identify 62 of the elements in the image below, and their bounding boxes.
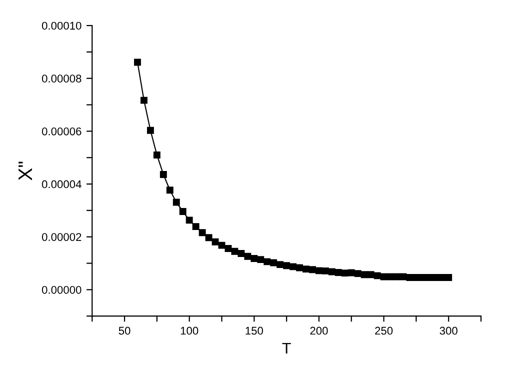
point [322, 267, 329, 274]
point [341, 270, 348, 277]
point [276, 261, 284, 268]
x-tick-label: 150 [246, 326, 263, 335]
y-tick-label: 0.00010 [42, 22, 82, 30]
point [198, 229, 206, 236]
point [438, 274, 446, 281]
y-axis-title: X" [18, 162, 32, 180]
point [354, 270, 362, 278]
point [264, 258, 271, 266]
y-tick-label: 0.00002 [42, 233, 82, 241]
point [445, 274, 452, 281]
point [192, 223, 200, 230]
point [153, 152, 160, 158]
point [393, 273, 400, 280]
point [386, 273, 394, 280]
point [419, 274, 426, 281]
point [316, 267, 322, 274]
point [140, 96, 148, 104]
x-tick-label: 300 [440, 326, 458, 335]
point [205, 234, 212, 242]
point [432, 274, 440, 281]
point [238, 250, 245, 257]
y-tick-label: 0.00008 [42, 74, 82, 83]
point [360, 271, 368, 278]
point [134, 58, 141, 66]
point [186, 216, 193, 224]
point [218, 242, 226, 249]
point [270, 259, 278, 266]
point [412, 274, 420, 281]
point [302, 266, 310, 273]
point [380, 273, 388, 280]
point [250, 255, 258, 262]
point [257, 256, 264, 264]
point [172, 198, 180, 206]
x-tick-label: 50 [118, 326, 130, 335]
point [224, 245, 232, 252]
point [160, 171, 167, 178]
x-tick-label: 200 [310, 326, 328, 335]
point [367, 271, 374, 278]
x-axis-title: T [282, 342, 291, 354]
point [231, 248, 238, 255]
point [212, 238, 219, 246]
point [290, 263, 297, 270]
point [406, 274, 414, 281]
x-tick-label: 100 [180, 326, 198, 335]
point [296, 264, 303, 272]
point [374, 272, 381, 280]
x-tick-label: 250 [375, 326, 393, 335]
y-tick-label: 0.00000 [42, 286, 82, 294]
point [146, 126, 154, 134]
point [244, 252, 252, 260]
point [283, 262, 290, 270]
point [348, 269, 355, 276]
point [334, 269, 342, 276]
point [426, 274, 433, 281]
point [179, 208, 186, 215]
y-tick-label: 0.00004 [42, 180, 82, 188]
y-tick-label: 0.00006 [42, 127, 82, 136]
point [328, 268, 336, 276]
point [309, 266, 316, 274]
point [166, 186, 174, 194]
